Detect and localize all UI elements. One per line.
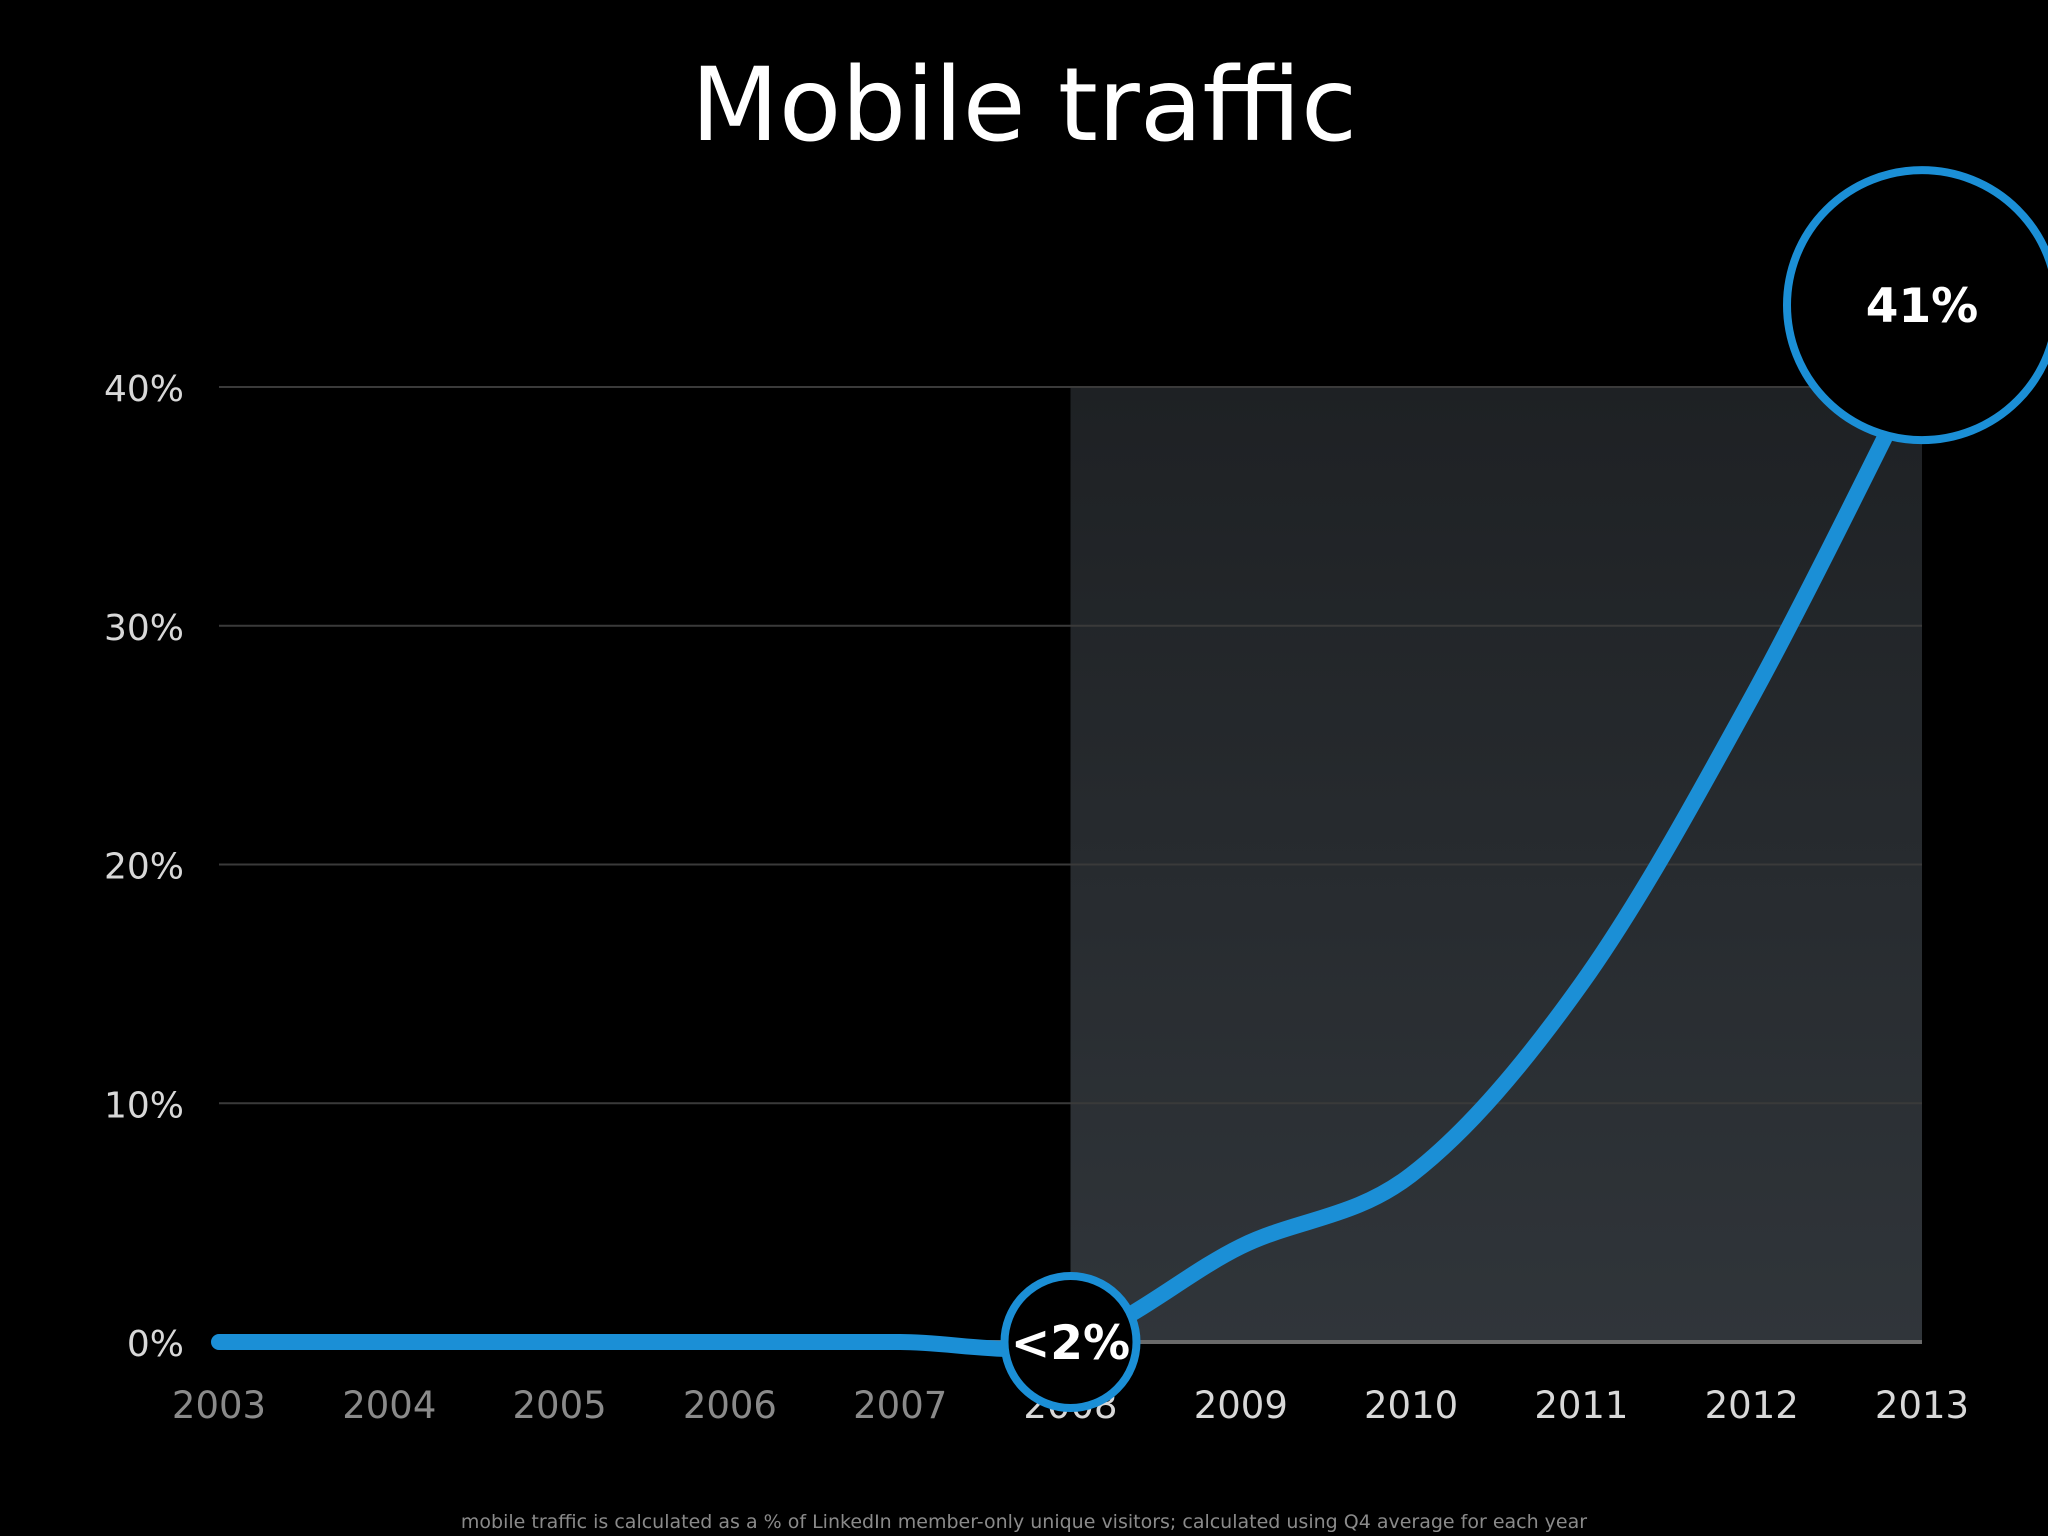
y-tick-label: 30% — [104, 608, 184, 649]
x-tick-label: 2006 — [683, 1384, 777, 1427]
annotation-2008: <2% — [1000, 1272, 1141, 1412]
annotation-2013: 41% — [1783, 166, 2048, 445]
y-tick-label: 10% — [104, 1085, 184, 1126]
x-tick-label: 2007 — [853, 1384, 947, 1427]
y-tick-label: 20% — [104, 847, 184, 888]
y-tick-label: 0% — [127, 1324, 184, 1365]
annotation-label: <2% — [1011, 1316, 1130, 1371]
series-line-mobile-traffic — [211, 355, 1930, 1358]
annotation-label: 41% — [1866, 279, 1979, 334]
x-tick-label: 2012 — [1705, 1384, 1799, 1427]
y-tick-label: 40% — [104, 369, 184, 410]
x-tick-label: 2013 — [1875, 1384, 1969, 1427]
chart-footnote: mobile traffic is calculated as a % of L… — [461, 1511, 1587, 1533]
x-tick-label: 2009 — [1194, 1384, 1288, 1427]
annotation-circle — [1000, 1272, 1141, 1412]
x-tick-label: 2005 — [513, 1384, 607, 1427]
x-tick-label: 2003 — [172, 1384, 266, 1427]
x-tick-label: 2010 — [1364, 1384, 1458, 1427]
chart-title: Mobile traffic — [691, 46, 1357, 165]
x-tick-label: 2004 — [342, 1384, 436, 1427]
annotation-circle — [1783, 166, 2048, 445]
x-tick-label: 2011 — [1534, 1384, 1628, 1427]
